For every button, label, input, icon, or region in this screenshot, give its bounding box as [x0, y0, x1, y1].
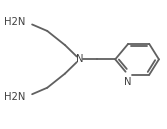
Text: H2N: H2N	[4, 17, 25, 27]
Text: N: N	[124, 77, 132, 87]
Text: H2N: H2N	[4, 92, 25, 102]
Text: N: N	[76, 54, 83, 64]
